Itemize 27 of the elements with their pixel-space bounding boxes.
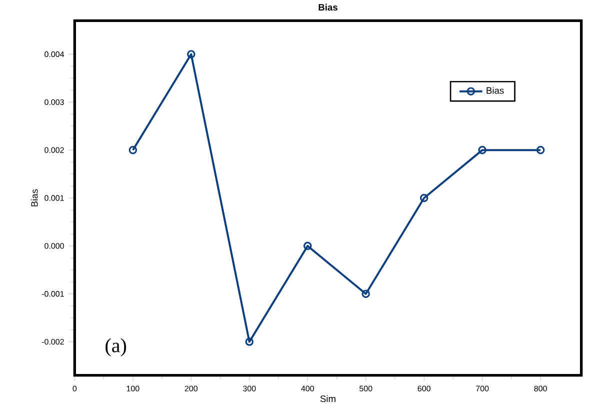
point [245, 338, 254, 346]
point [362, 290, 370, 298]
point [187, 50, 196, 58]
y-tick-label: 0.003 [44, 99, 64, 105]
y-axis-title: Bias [30, 189, 38, 206]
point [420, 194, 428, 202]
y-tick-label: -0.002 [42, 338, 64, 345]
legend-label: Bias [486, 86, 504, 94]
x-tick-label: 200 [184, 386, 198, 392]
x-tick-label: 300 [243, 386, 256, 392]
x-tick-label: 600 [418, 386, 430, 392]
x-tick-label: 0 [72, 386, 77, 392]
y-tick-label: 0.002 [44, 147, 64, 153]
x-tick-label: 700 [476, 386, 489, 392]
x-axis-title: Sim [320, 395, 336, 402]
point [303, 242, 312, 250]
point [478, 146, 486, 154]
x-tick-label: 800 [534, 386, 547, 392]
y-tick-label: 0.004 [44, 51, 64, 58]
x-tick-label: 100 [126, 386, 140, 392]
x-tick-label: 500 [359, 386, 372, 392]
chart-title: Bias [318, 4, 338, 11]
annotation: (a) [106, 338, 126, 356]
x-tick-label: 400 [301, 386, 314, 392]
y-tick-label: -0.001 [42, 291, 64, 297]
y-tick-label: 0.001 [44, 195, 64, 201]
y-tick-label: 0.000 [44, 243, 64, 249]
